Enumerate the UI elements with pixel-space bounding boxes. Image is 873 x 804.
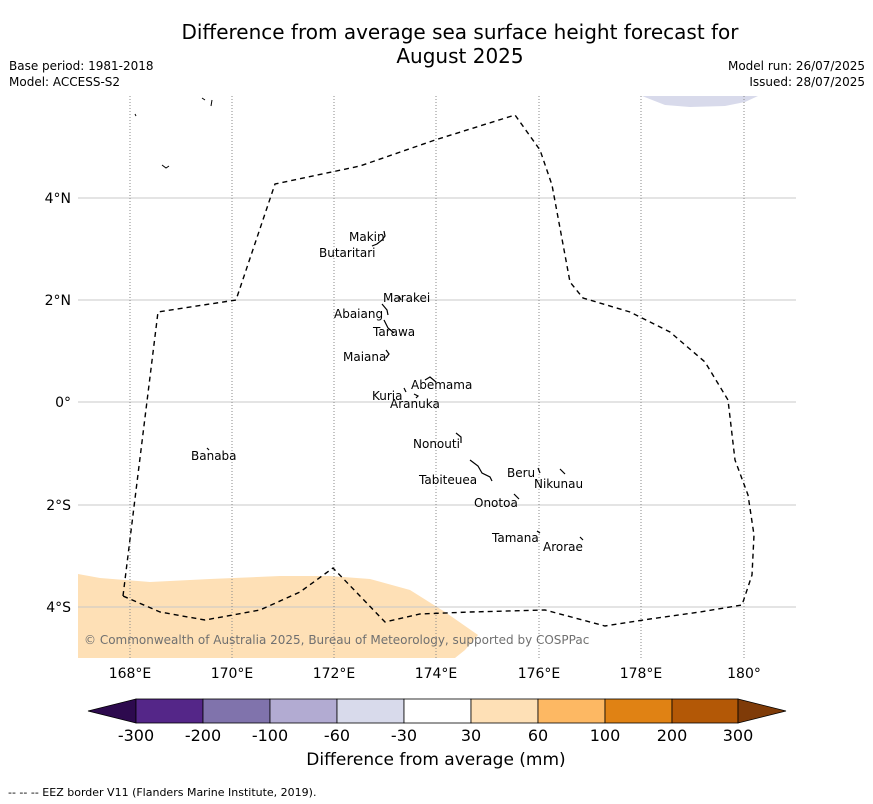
lat-tick-4s: 4°S <box>46 600 71 616</box>
model-name: Model: ACCESS-S2 <box>9 75 121 89</box>
label-maiana: Maiana <box>343 350 386 364</box>
colorbar-tick-5: -30 <box>391 726 417 745</box>
label-makin: Makin <box>349 230 385 244</box>
colorbar-tick-3: -100 <box>252 726 288 745</box>
lon-tick-176e: 176°E <box>518 666 561 682</box>
lat-tick-4n: 4°N <box>45 191 71 207</box>
island-mark-abemama <box>424 376 437 383</box>
island-mark-makin <box>381 230 386 241</box>
label-tabiteuea: Tabiteuea <box>418 473 477 487</box>
colorbar-swatch-3 <box>269 698 338 724</box>
lon-tick-labels: 168°E 170°E 172°E 174°E 176°E 178°E 180° <box>109 666 761 682</box>
colorbar-swatch-1 <box>135 698 204 724</box>
colorbar-swatch-2 <box>202 698 271 724</box>
colorbar-swatch-5 <box>403 698 472 724</box>
lat-tick-0: 0° <box>55 395 71 411</box>
copyright-notice: © Commonwealth of Australia 2025, Bureau… <box>84 633 589 647</box>
lat-tick-labels: 4°N 2°N 0° 2°S 4°S <box>45 191 72 616</box>
meta-left: Base period: 1981-2018 Model: ACCESS-S2 <box>9 58 154 90</box>
colorbar-swatch-7 <box>537 698 606 724</box>
map-area: Makin Butaritari Marakei Abaiang Tarawa … <box>78 96 796 658</box>
lon-tick-168e: 168°E <box>109 666 152 682</box>
island-mark-marakei <box>398 295 402 301</box>
coast-fragments <box>134 97 213 169</box>
meta-right: Model run: 26/07/2025 Issued: 28/07/2025 <box>728 58 865 90</box>
title-line-1: Difference from average sea surface heig… <box>181 20 739 44</box>
base-period: Base period: 1981-2018 <box>9 59 154 73</box>
label-arorae: Arorae <box>543 540 583 554</box>
title-line-2: August 2025 <box>396 44 524 68</box>
label-tamana: Tamana <box>491 531 539 545</box>
colorbar-tick-1: -300 <box>118 726 154 745</box>
island-mark-butaritari <box>371 239 383 247</box>
lon-gridlines <box>129 96 745 658</box>
label-tarawa: Tarawa <box>372 325 415 339</box>
model-run: Model run: 26/07/2025 <box>727 59 865 73</box>
label-kuria: Kuria <box>372 389 403 403</box>
colorbar-ticks: -300 -200 -100 -60 -30 30 60 100 200 300 <box>118 726 753 745</box>
colorbar-tick-8: 100 <box>590 726 621 745</box>
colorbar-swatch-6 <box>470 698 539 724</box>
anomaly-region-positive <box>78 574 478 658</box>
island-marks <box>206 230 584 541</box>
island-mark-tabiteuea <box>469 459 493 482</box>
eez-footnote: -- -- -- EEZ border V11 (Flanders Marine… <box>8 786 317 799</box>
lat-gridlines <box>78 197 796 608</box>
label-aranuka: Aranuka <box>390 397 440 411</box>
island-mark-kuria <box>403 387 407 393</box>
island-mark-abaiang <box>381 303 389 316</box>
anomaly-region-negative <box>642 96 758 107</box>
island-mark-beru <box>537 467 541 474</box>
label-onotoa: Onotoa <box>474 496 518 510</box>
colorbar-tick-9: 200 <box>657 726 688 745</box>
island-mark-nonouti <box>455 432 462 443</box>
colorbar-under <box>87 698 137 724</box>
island-mark-tarawa <box>383 319 395 334</box>
colorbar <box>87 698 787 724</box>
island-mark-maiana <box>385 349 390 359</box>
island-mark-arorae <box>579 536 584 541</box>
label-nonouti: Nonouti <box>413 437 460 451</box>
island-mark-onotoa <box>513 493 520 500</box>
colorbar-swatch-4 <box>336 698 405 724</box>
lat-tick-2s: 2°S <box>46 498 71 514</box>
colorbar-tick-2: -200 <box>185 726 221 745</box>
island-mark-nikunau <box>559 468 566 475</box>
label-abaiang: Abaiang <box>334 307 383 321</box>
island-labels: Makin Butaritari Marakei Abaiang Tarawa … <box>191 230 583 554</box>
eez-border <box>122 114 755 627</box>
map-title: Difference from average sea surface heig… <box>150 20 770 68</box>
colorbar-swatch-8 <box>604 698 673 724</box>
label-butaritari: Butaritari <box>319 246 376 260</box>
colorbar-tick-7: 60 <box>528 726 548 745</box>
label-beru: Beru <box>507 466 535 480</box>
lon-tick-174e: 174°E <box>415 666 458 682</box>
label-abemama: Abemama <box>411 378 472 392</box>
island-mark-banaba <box>206 447 210 451</box>
lat-tick-2n: 2°N <box>45 293 71 309</box>
lon-tick-170e: 170°E <box>211 666 254 682</box>
island-mark-tamana <box>536 530 541 534</box>
colorbar-tick-4: -60 <box>324 726 350 745</box>
colorbar-tick-6: 30 <box>461 726 481 745</box>
lon-tick-172e: 172°E <box>313 666 356 682</box>
colorbar-tick-10: 300 <box>723 726 754 745</box>
label-banaba: Banaba <box>191 449 237 463</box>
issued-date: Issued: 28/07/2025 <box>749 75 865 89</box>
island-mark-aranuka <box>413 393 420 399</box>
colorbar-swatch-9 <box>671 698 739 724</box>
lon-tick-180: 180° <box>727 666 761 682</box>
label-nikunau: Nikunau <box>534 477 583 491</box>
lon-tick-178e: 178°E <box>620 666 663 682</box>
label-marakei: Marakei <box>383 291 430 305</box>
colorbar-title: Difference from average (mm) <box>306 750 566 770</box>
colorbar-over <box>737 698 787 724</box>
